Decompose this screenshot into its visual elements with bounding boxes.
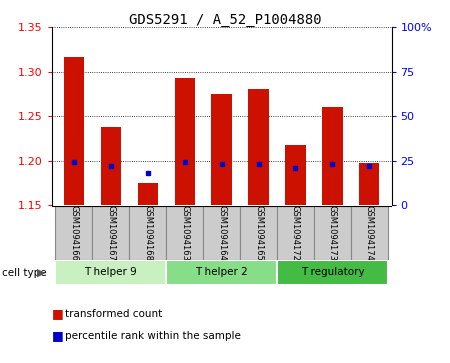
Text: GSM1094163: GSM1094163 (180, 205, 189, 261)
Text: ■: ■ (52, 329, 63, 342)
Text: transformed count: transformed count (65, 309, 162, 319)
Bar (240, 206, 277, 260)
Bar (129, 206, 166, 260)
Bar (314, 206, 351, 260)
Text: GSM1094165: GSM1094165 (254, 205, 263, 261)
Text: GSM1094167: GSM1094167 (106, 205, 115, 261)
Text: GSM1094174: GSM1094174 (365, 205, 374, 261)
Bar (212, 94, 232, 205)
Bar (166, 206, 203, 260)
Text: GSM1094166: GSM1094166 (69, 205, 78, 261)
Bar (359, 163, 379, 205)
Text: cell type: cell type (2, 268, 47, 278)
Bar (138, 183, 158, 205)
Bar (92, 206, 129, 260)
Bar (166, 260, 277, 285)
Text: GSM1094164: GSM1094164 (217, 205, 226, 261)
Bar (175, 78, 195, 205)
Bar (351, 206, 388, 260)
Bar (55, 206, 92, 260)
Text: GSM1094172: GSM1094172 (291, 205, 300, 261)
Text: ▶: ▶ (37, 268, 45, 278)
Text: T regulatory: T regulatory (301, 267, 364, 277)
Bar (285, 144, 306, 205)
Text: GDS5291 / A_52_P1004880: GDS5291 / A_52_P1004880 (129, 13, 321, 27)
Text: T helper 2: T helper 2 (195, 267, 248, 277)
Bar (322, 107, 342, 205)
Text: percentile rank within the sample: percentile rank within the sample (65, 331, 241, 341)
Bar (277, 206, 314, 260)
Text: GSM1094168: GSM1094168 (143, 205, 152, 261)
Bar (64, 57, 84, 205)
Bar (101, 127, 121, 205)
Text: ■: ■ (52, 307, 63, 321)
Bar (55, 260, 166, 285)
Text: GSM1094173: GSM1094173 (328, 205, 337, 261)
Bar (203, 206, 240, 260)
Text: T helper 9: T helper 9 (85, 267, 137, 277)
Bar (277, 260, 388, 285)
Bar (248, 90, 269, 205)
